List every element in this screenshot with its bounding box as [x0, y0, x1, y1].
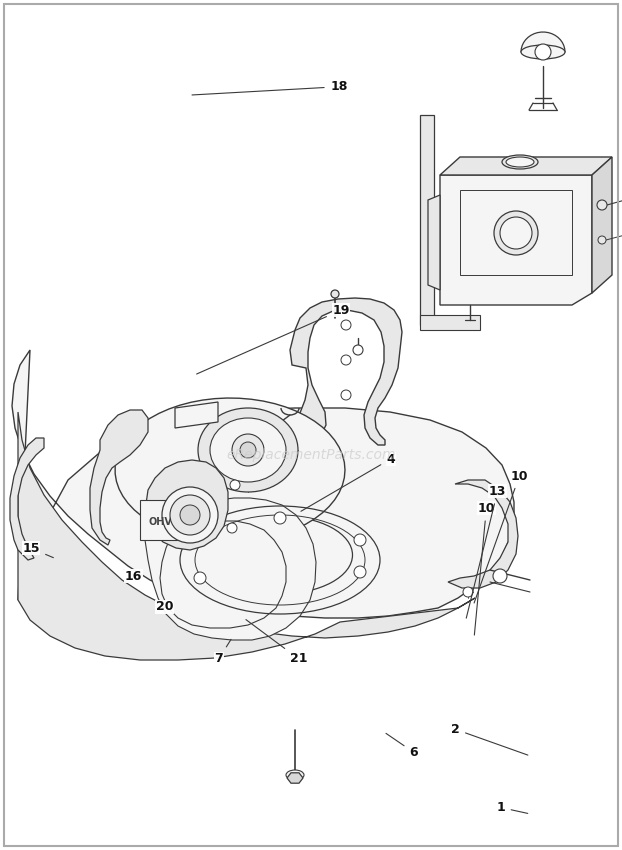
Polygon shape [448, 480, 518, 588]
Polygon shape [592, 157, 612, 293]
Text: 7: 7 [215, 639, 231, 666]
Text: 4: 4 [301, 452, 395, 512]
Text: 15: 15 [22, 541, 53, 558]
Circle shape [500, 217, 532, 249]
Polygon shape [90, 410, 148, 545]
Text: 19: 19 [197, 303, 350, 374]
Polygon shape [140, 500, 180, 540]
Circle shape [194, 534, 206, 546]
Text: OHV: OHV [148, 517, 172, 527]
Circle shape [341, 355, 351, 365]
Circle shape [230, 480, 240, 490]
Circle shape [341, 320, 351, 330]
Polygon shape [115, 398, 345, 542]
Text: eReplacementParts.com: eReplacementParts.com [226, 448, 396, 462]
Text: 16: 16 [124, 570, 142, 583]
Circle shape [463, 587, 473, 597]
Text: 2: 2 [451, 722, 528, 755]
Text: 21: 21 [246, 620, 307, 666]
Text: 10: 10 [474, 469, 528, 603]
Polygon shape [428, 195, 440, 290]
Circle shape [180, 505, 200, 525]
Polygon shape [10, 438, 44, 560]
Circle shape [598, 236, 606, 244]
Circle shape [240, 442, 256, 458]
Polygon shape [175, 402, 218, 428]
Circle shape [170, 495, 210, 535]
Polygon shape [287, 773, 303, 783]
Circle shape [354, 534, 366, 546]
Polygon shape [18, 412, 475, 660]
Circle shape [597, 200, 607, 210]
Circle shape [331, 290, 339, 298]
Ellipse shape [210, 418, 286, 482]
Circle shape [194, 572, 206, 584]
Ellipse shape [208, 516, 353, 594]
Circle shape [232, 434, 264, 466]
Circle shape [354, 566, 366, 578]
Text: 20: 20 [156, 600, 174, 614]
Circle shape [227, 523, 237, 533]
Ellipse shape [521, 45, 565, 59]
Circle shape [535, 44, 551, 60]
Text: 1: 1 [496, 801, 527, 814]
Ellipse shape [506, 157, 534, 167]
Ellipse shape [286, 770, 304, 780]
Polygon shape [440, 175, 592, 305]
Circle shape [353, 345, 363, 355]
Polygon shape [420, 115, 434, 325]
Polygon shape [420, 315, 480, 330]
Polygon shape [440, 157, 612, 175]
Circle shape [494, 211, 538, 255]
Text: 6: 6 [386, 734, 418, 759]
Circle shape [341, 390, 351, 400]
Polygon shape [12, 350, 514, 618]
Polygon shape [290, 298, 402, 445]
Text: 18: 18 [192, 80, 348, 95]
Circle shape [274, 512, 286, 524]
Circle shape [493, 569, 507, 583]
Ellipse shape [198, 408, 298, 492]
Polygon shape [145, 498, 316, 640]
Text: 13: 13 [466, 484, 506, 618]
Circle shape [162, 487, 218, 543]
Polygon shape [521, 32, 565, 52]
Polygon shape [146, 460, 228, 550]
Ellipse shape [502, 155, 538, 169]
Text: 10: 10 [475, 502, 495, 635]
